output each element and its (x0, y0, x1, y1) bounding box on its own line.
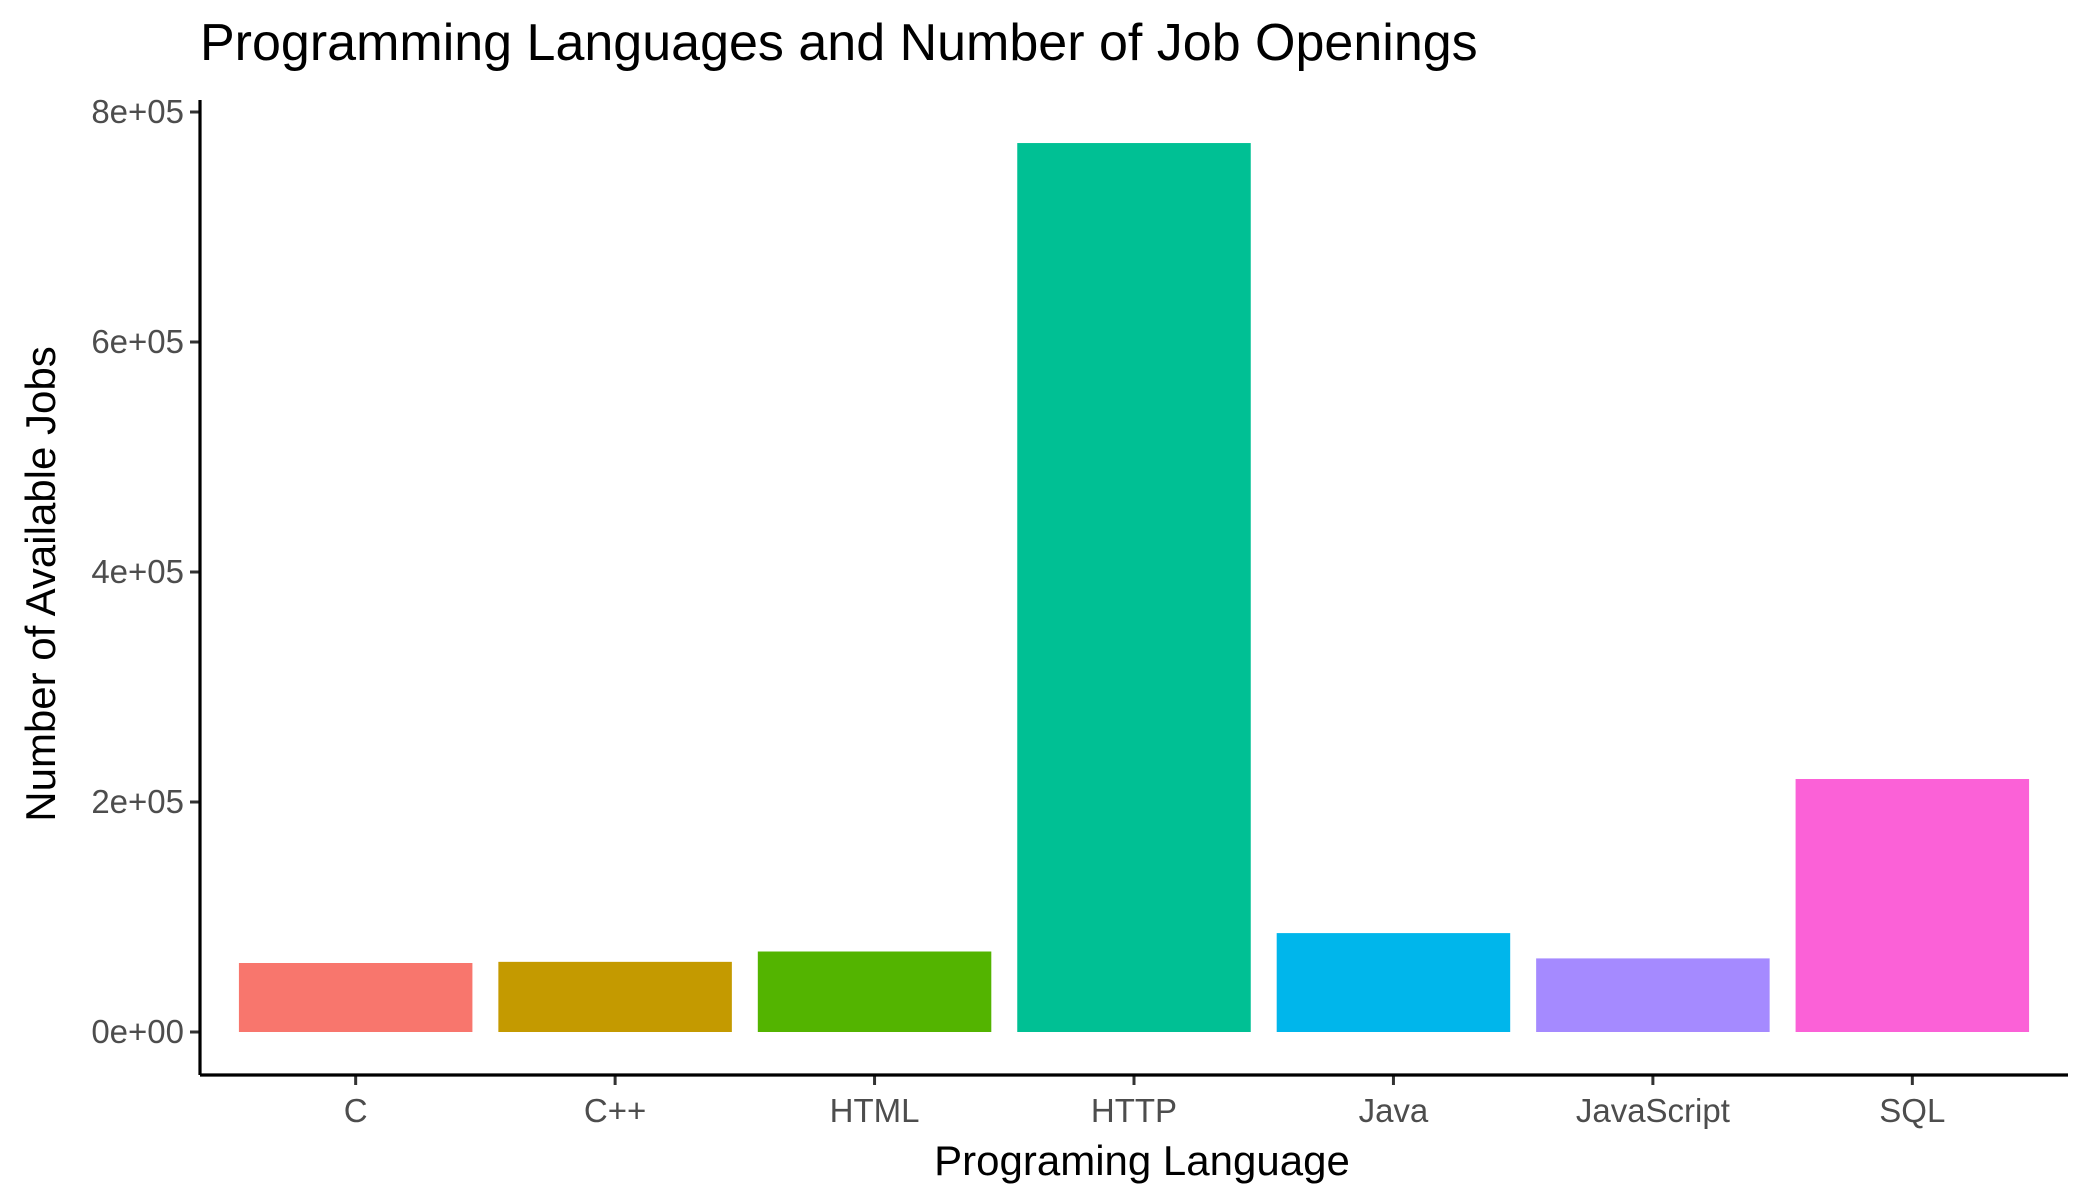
y-axis-ticks: 0e+00 2e+05 4e+05 6e+05 8e+05 (91, 93, 200, 1050)
x-tick-label: JavaScript (1576, 1092, 1730, 1129)
chart-title: Programming Languages and Number of Job … (200, 14, 1478, 72)
x-tick-label: HTML (830, 1092, 920, 1129)
bar-java (1276, 933, 1511, 1032)
x-tick-label: Java (1359, 1092, 1429, 1129)
bar-javascript (1536, 958, 1770, 1032)
x-tick-label: SQL (1879, 1092, 1945, 1129)
y-tick-label: 8e+05 (91, 93, 184, 130)
y-tick-label: 6e+05 (91, 323, 184, 360)
bar-html (757, 951, 992, 1032)
bar-cpp (498, 961, 732, 1032)
y-tick-label: 0e+00 (91, 1013, 184, 1050)
bar-http (1017, 143, 1251, 1033)
bar-c (238, 963, 473, 1032)
x-tick-label: HTTP (1091, 1092, 1177, 1129)
y-tick-label: 2e+05 (91, 783, 184, 820)
x-tick-label: C++ (584, 1092, 646, 1129)
y-axis-title: Number of Available Jobs (17, 346, 64, 822)
x-axis-ticks: C C++ HTML HTTP Java JavaScript SQL (344, 1075, 1945, 1129)
x-axis-title: Programing Language (934, 1137, 1350, 1184)
y-tick-label: 4e+05 (91, 553, 184, 590)
x-tick-label: C (344, 1092, 368, 1129)
bars-layer (238, 143, 2030, 1033)
bar-sql (1795, 779, 2030, 1032)
